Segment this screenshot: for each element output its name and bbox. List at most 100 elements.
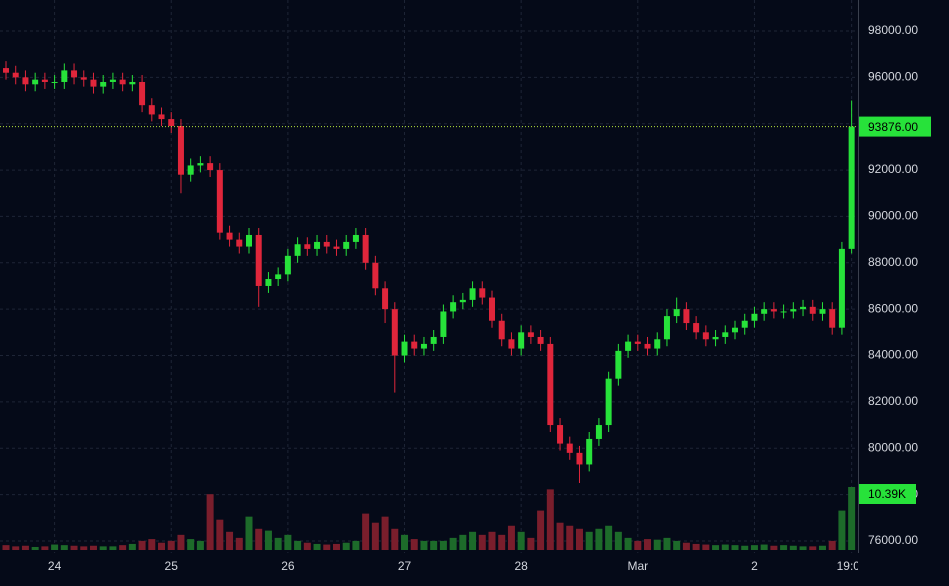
candle-body [508, 339, 515, 349]
volume-bar [459, 534, 467, 550]
candle-body [197, 163, 204, 166]
x-tick-label: 24 [48, 559, 62, 573]
last-price-box [859, 116, 931, 137]
volume-bar [109, 546, 117, 550]
volume-bar [352, 540, 360, 550]
candle-body [51, 81, 58, 83]
candle-body [119, 79, 126, 85]
candle-body [333, 246, 340, 249]
volume-bar [702, 544, 710, 550]
candle-body [32, 79, 39, 85]
candle-body [722, 332, 729, 337]
candle-body [411, 341, 418, 349]
volume-bar [731, 545, 739, 550]
volume-bar [51, 544, 59, 550]
volume-bar [206, 494, 214, 550]
y-tick-label: 90000.00 [868, 209, 918, 223]
candle-body [741, 320, 748, 328]
volume-bar [712, 545, 720, 550]
volume-bar [119, 545, 127, 550]
candle-body [469, 288, 476, 300]
volume-bar [284, 534, 292, 550]
volume-bar [158, 542, 166, 550]
candle-body [732, 327, 738, 333]
candle-body [314, 241, 321, 249]
candle-body [80, 77, 87, 80]
candle-body [129, 81, 136, 85]
volume-bar [12, 546, 20, 550]
candle-body [683, 309, 690, 324]
candle-body [158, 114, 165, 120]
candle-body [391, 309, 398, 356]
candle-body [557, 425, 564, 444]
candle-body [71, 70, 78, 78]
volume-bar [682, 542, 690, 550]
candle-body [566, 443, 573, 453]
volume-bar [498, 534, 506, 550]
candle-body [790, 309, 797, 312]
candle-body [100, 81, 107, 87]
volume-bar [818, 545, 826, 550]
y-tick-label: 96000.00 [868, 70, 918, 84]
candle-body [586, 438, 593, 465]
y-tick-label: 82000.00 [868, 394, 918, 408]
candle-body [819, 309, 826, 314]
volume-pane [2, 487, 856, 550]
candle-body [382, 288, 389, 310]
candle-body [236, 239, 243, 247]
candle-body [770, 309, 777, 312]
volume-bar [507, 525, 515, 550]
x-tick-label: 25 [165, 559, 179, 573]
volume-bar [653, 539, 661, 550]
candle-body [712, 336, 719, 340]
candle-body [3, 68, 9, 73]
candle-body [537, 336, 544, 344]
candle-body [459, 299, 466, 303]
candle-body [61, 70, 68, 82]
volume-bar [362, 513, 370, 550]
candle-body [518, 332, 525, 349]
volume-bar [430, 540, 438, 550]
candle-body [848, 126, 855, 249]
candle-body [634, 341, 641, 344]
candle-body [576, 452, 583, 465]
volume-bar [449, 537, 457, 550]
volume-bar [634, 540, 642, 550]
x-tick-label: 19:00 [837, 559, 867, 573]
volume-bar [313, 543, 321, 550]
last-volume-box [859, 484, 916, 504]
candle-body [527, 332, 534, 337]
candle-body [226, 232, 233, 240]
candle-body [352, 234, 359, 242]
y-tick-label: 80000.00 [868, 440, 918, 454]
volume-bar [575, 528, 583, 550]
candle-body [498, 320, 505, 340]
y-tick-label: 84000.00 [868, 348, 918, 362]
candle-body [216, 170, 223, 233]
candle-body [372, 262, 379, 289]
volume-bar [644, 539, 652, 550]
volume-bar [750, 545, 758, 550]
x-tick-label: 2 [751, 559, 758, 573]
candle-body [420, 343, 427, 349]
volume-bar [235, 537, 243, 550]
volume-bar [741, 545, 749, 550]
volume-bar [410, 539, 418, 550]
volume-bar [2, 545, 10, 550]
candle-body [663, 316, 670, 340]
volume-bar [216, 519, 224, 550]
candle-body [838, 248, 845, 328]
volume-bar [342, 542, 350, 550]
volume-bar [848, 487, 856, 550]
candle-body [12, 72, 19, 78]
x-tick-label: 26 [281, 559, 295, 573]
candle-body [284, 255, 291, 275]
candle-body [148, 105, 155, 115]
candle-body [343, 241, 350, 249]
volume-bar [770, 545, 778, 550]
candle-body [109, 79, 116, 82]
labels: 93876.00 10.39K [0, 116, 931, 504]
x-tick-label: Mar [627, 559, 648, 573]
candle-body [323, 241, 330, 247]
